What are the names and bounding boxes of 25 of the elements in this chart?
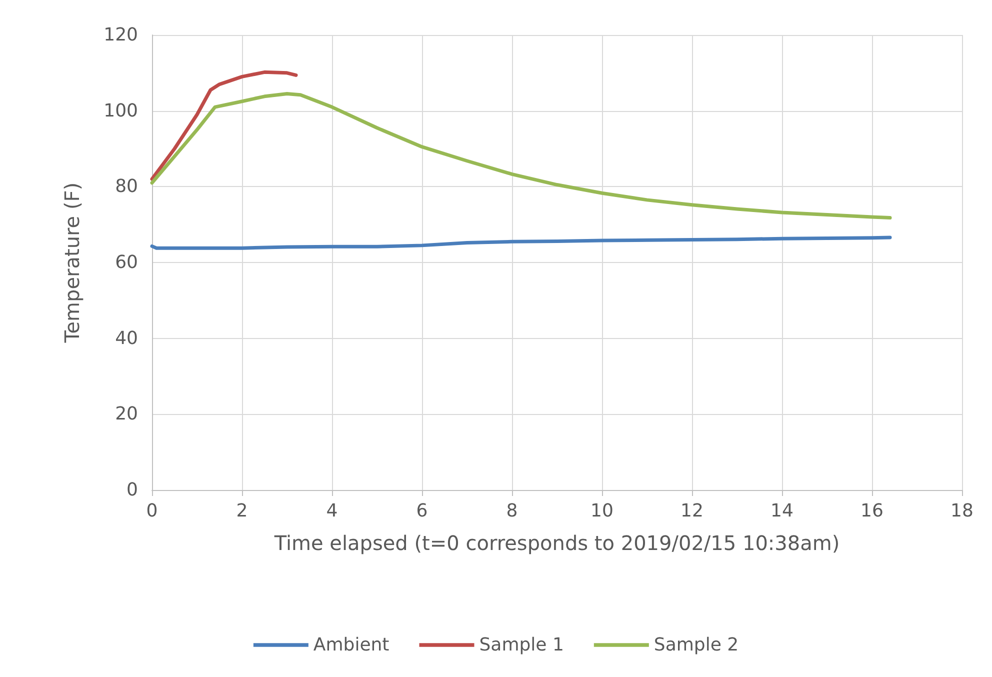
legend-label: Sample 2 — [654, 634, 739, 656]
y-tick-label: 20 — [115, 404, 138, 425]
y-tick-label: 60 — [115, 252, 138, 273]
y-tick-label: 80 — [115, 176, 138, 198]
legend-label: Sample 1 — [479, 634, 564, 656]
x-axis-title: Time elapsed (t=0 corresponds to 2019/02/15 10:38am) — [273, 531, 840, 555]
y-tick-label: 40 — [115, 328, 138, 349]
x-tick-label: 6 — [416, 500, 428, 522]
x-tick-label: 4 — [326, 500, 338, 522]
x-tick-label: 10 — [590, 500, 614, 522]
line-series — [150, 92, 892, 220]
x-tick-label: 16 — [860, 500, 884, 522]
line-series — [150, 70, 298, 181]
x-tick-label: 12 — [680, 500, 704, 522]
x-tick-label: 2 — [236, 500, 248, 522]
line-series — [150, 236, 892, 250]
y-tick-label: 100 — [104, 100, 138, 122]
x-tick-label: 14 — [770, 500, 794, 522]
legend-label: Ambient — [313, 634, 390, 656]
x-tick-label: 0 — [146, 500, 158, 522]
y-tick-label: 120 — [104, 24, 138, 46]
y-axis-title: Temperature (F) — [60, 182, 84, 344]
y-tick-label: 0 — [126, 480, 138, 500]
x-tick-label: 8 — [506, 500, 518, 522]
x-tick-label: 18 — [950, 500, 974, 522]
